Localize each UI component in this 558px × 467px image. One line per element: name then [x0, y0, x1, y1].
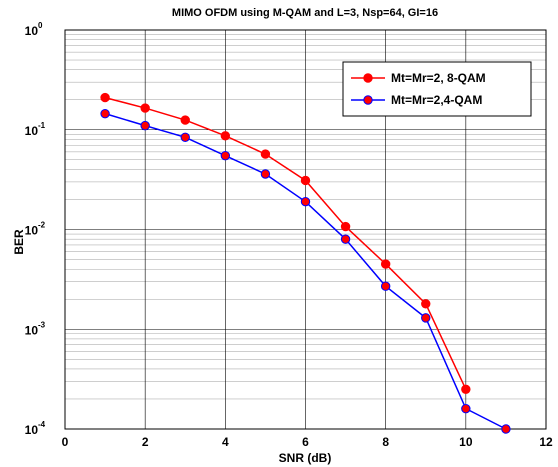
plot-frame — [64, 29, 547, 430]
data-point — [340, 221, 351, 232]
legend-swatch-marker — [363, 95, 373, 105]
y-tick-label: 10 — [25, 423, 39, 437]
legend-label: Mt=Mr=2,4-QAM — [391, 93, 482, 107]
x-tick-label: 4 — [222, 435, 229, 449]
legend-swatch-marker — [363, 73, 373, 83]
y-tick-exponent: -2 — [38, 221, 46, 230]
y-axis-label: BER — [12, 229, 26, 255]
data-point — [220, 131, 231, 141]
y-tick-exponent: 0 — [38, 21, 43, 30]
data-point — [501, 424, 511, 434]
series-line — [104, 96, 467, 390]
x-tick-label: 10 — [459, 435, 473, 449]
x-tick-label: 2 — [142, 435, 149, 449]
y-tick-exponent: -3 — [38, 320, 46, 329]
legend-box — [342, 61, 532, 117]
x-axis: 0 2 4 6 8 10 12 — [62, 435, 553, 449]
x-tick-label: 6 — [302, 435, 309, 449]
data-point — [180, 115, 190, 125]
data-point — [260, 169, 271, 179]
data-point — [461, 403, 471, 414]
y-tick-label: 10 — [25, 323, 39, 337]
x-tick-label: 0 — [62, 435, 69, 449]
y-tick-exponent: -4 — [38, 420, 46, 429]
data-point — [461, 384, 471, 395]
data-point — [421, 313, 431, 323]
chart-title: MIMO OFDM using M-QAM and L=3, Nsp=64, G… — [172, 7, 438, 19]
y-tick-label: 10 — [25, 224, 39, 238]
data-point — [220, 150, 231, 161]
legend: Mt=Mr=2, 8-QAM Mt=Mr=2,4-QAM — [342, 61, 532, 117]
series-1 — [100, 92, 471, 395]
data-point — [300, 175, 311, 186]
data-point — [421, 299, 431, 309]
y-tick-label: 10 — [25, 24, 39, 38]
x-tick-label: 12 — [539, 435, 553, 449]
data-point — [100, 92, 110, 103]
legend-entry: Mt=Mr=2,4-QAM — [351, 93, 482, 107]
y-tick-exponent: -1 — [38, 121, 46, 130]
data-point — [140, 120, 150, 131]
data-point — [260, 149, 271, 159]
data-point — [300, 196, 311, 207]
data-point — [340, 234, 351, 244]
x-axis-label: SNR (dB) — [279, 451, 332, 465]
series-group — [100, 92, 511, 434]
data-point — [180, 132, 190, 143]
legend-label: Mt=Mr=2, 8-QAM — [391, 71, 486, 85]
data-point — [380, 259, 391, 269]
data-point — [140, 103, 150, 113]
data-point — [380, 281, 391, 291]
series-2 — [100, 108, 511, 434]
y-tick-label: 10 — [25, 124, 39, 138]
data-point — [100, 108, 110, 119]
x-tick-label: 8 — [382, 435, 389, 449]
legend-entry: Mt=Mr=2, 8-QAM — [351, 71, 486, 85]
